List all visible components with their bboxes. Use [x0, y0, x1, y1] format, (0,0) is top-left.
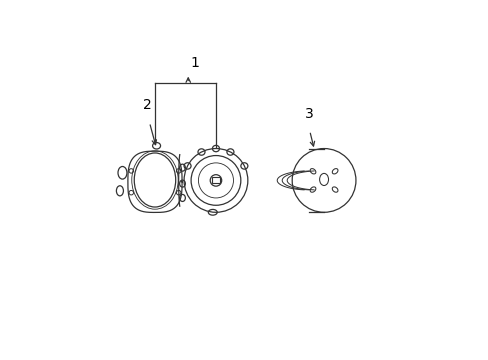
Text: 3: 3: [304, 107, 313, 121]
Text: 2: 2: [142, 99, 151, 112]
Text: 1: 1: [190, 55, 199, 69]
